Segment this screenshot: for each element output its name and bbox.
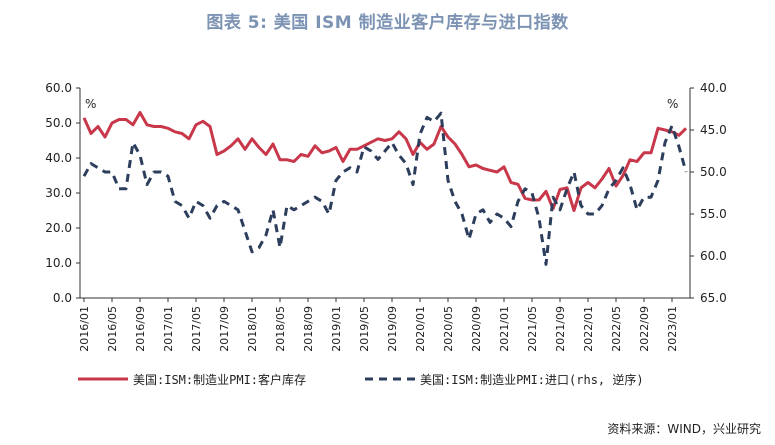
- series-imports-line: [82, 111, 688, 266]
- x-tick-label: 2020/05: [442, 306, 455, 352]
- legend-inventory-label: 美国:ISM:制造业PMI:客户库存: [133, 372, 306, 387]
- right-tick-label: 55.0: [700, 207, 727, 221]
- legend-imports-label: 美国:ISM:制造业PMI:进口(rhs, 逆序): [420, 372, 644, 387]
- left-tick-label: 0.0: [53, 291, 72, 305]
- left-tick-label: 20.0: [45, 221, 72, 235]
- x-tick-label: 2016/09: [134, 306, 147, 352]
- x-tick-label: 2022/09: [638, 306, 651, 352]
- right-axis-unit: %: [667, 97, 678, 111]
- right-tick-label: 50.0: [700, 165, 727, 179]
- x-axis-ticks: 2016/01 2016/05 2016/09 2017/01 2017/05 2017/…: [78, 298, 679, 352]
- series-inventory-line: [82, 111, 688, 212]
- x-tick-label: 2017/09: [218, 306, 231, 352]
- x-tick-label: 2019/05: [358, 306, 371, 352]
- x-tick-label: 2019/01: [330, 306, 343, 352]
- source-note: 资料来源：WIND，兴业研究: [607, 422, 761, 436]
- x-tick-label: 2016/01: [78, 306, 91, 352]
- right-tick-label: 60.0: [700, 249, 727, 263]
- right-tick-label: 65.0: [700, 291, 727, 305]
- right-tick-label: 40.0: [700, 81, 727, 95]
- series-lines: [82, 111, 688, 266]
- right-tick-label: 45.0: [700, 123, 727, 137]
- x-tick-label: 2018/01: [246, 306, 259, 352]
- x-tick-label: 2016/05: [106, 306, 119, 352]
- left-tick-label: 10.0: [45, 256, 72, 270]
- chart-title: 图表 5: 美国 ISM 制造业客户库存与进口指数: [206, 13, 569, 33]
- x-tick-label: 2021/05: [526, 306, 539, 352]
- left-tick-label: 30.0: [45, 186, 72, 200]
- left-axis-ticks: 0.0 10.0 20.0 30.0 40.0 50.0 60.0: [45, 81, 80, 305]
- left-tick-label: 50.0: [45, 116, 72, 130]
- x-tick-label: 2020/01: [414, 306, 427, 352]
- left-tick-label: 60.0: [45, 81, 72, 95]
- x-tick-label: 2021/01: [498, 306, 511, 352]
- x-tick-label: 2021/09: [554, 306, 567, 352]
- x-tick-label: 2022/01: [582, 306, 595, 352]
- x-tick-label: 2022/05: [610, 306, 623, 352]
- left-tick-label: 40.0: [45, 151, 72, 165]
- x-tick-label: 2018/05: [274, 306, 287, 352]
- x-tick-label: 2023/01: [666, 306, 679, 352]
- right-axis-ticks: 40.0 45.0 50.0 55.0 60.0 65.0: [690, 81, 727, 305]
- legend: 美国:ISM:制造业PMI:客户库存 美国:ISM:制造业PMI:进口(rhs,…: [78, 372, 644, 387]
- x-tick-label: 2017/05: [190, 306, 203, 352]
- x-tick-label: 2019/09: [386, 306, 399, 352]
- x-tick-label: 2018/09: [302, 306, 315, 352]
- x-tick-label: 2017/01: [162, 306, 175, 352]
- x-tick-label: 2020/09: [470, 306, 483, 352]
- left-axis-unit: %: [85, 97, 96, 111]
